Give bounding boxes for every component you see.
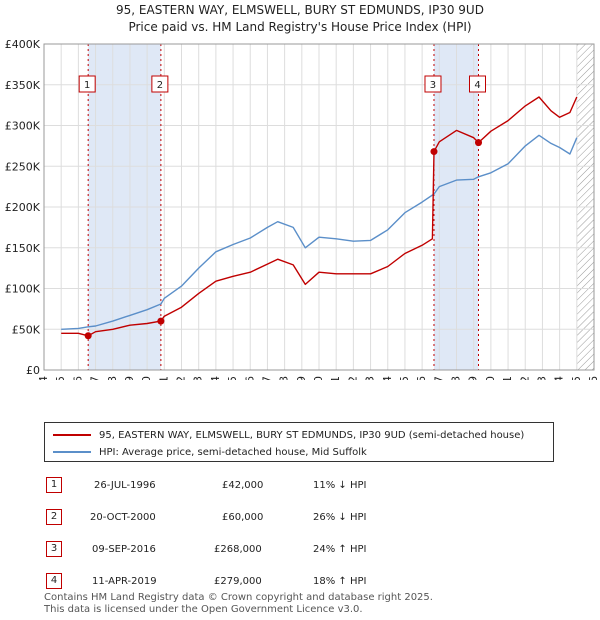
x-tick-label: 2008 (278, 376, 291, 380)
price-chart: 1 2 3 4 £0 £50K £100K £150K £200K £250K £300K £350K… (5, 38, 600, 380)
x-tick-label: 2006 (243, 376, 256, 380)
x-tick-label: 1998 (106, 376, 119, 380)
x-tick-label: 2019 (467, 376, 480, 380)
transaction-row: 3 09-SEP-2016 £268,000 24% ↑ HPI (0, 541, 600, 561)
hpi-line (61, 134, 578, 330)
sale-label-box (78, 75, 96, 93)
x-tick-label: 2003 (192, 376, 205, 380)
x-tick-label: 2024 (553, 376, 566, 380)
sale-label-box (151, 75, 169, 93)
chart-title-line1: 95, EASTERN WAY, ELMSWELL, BURY ST EDMUN… (116, 3, 484, 17)
x-tick-label: 2020 (484, 376, 497, 380)
legend-item-property: 95, EASTERN WAY, ELMSWELL, BURY ST EDMUN… (53, 427, 524, 443)
x-tick-label: 2014 (381, 376, 394, 380)
transaction-price: £279,000 (214, 576, 262, 587)
x-tick-label: 2025 (570, 376, 583, 380)
transaction-hpi-diff: 18% ↑ HPI (313, 576, 367, 587)
transaction-price: £60,000 (222, 512, 264, 523)
transaction-date: 20-OCT-2000 (90, 512, 156, 523)
footer-licence: This data is licensed under the Open Gov… (44, 604, 363, 615)
x-tick-label: 1999 (123, 376, 136, 380)
y-tick-label: £250K (5, 160, 41, 173)
transaction-number-badge: 4 (46, 573, 62, 589)
chart-title-line2: Price paid vs. HM Land Registry's House … (128, 20, 472, 34)
x-tick-label: 2023 (535, 376, 548, 380)
legend-item-hpi: HPI: Average price, semi-detached house,… (53, 444, 367, 460)
x-tick-label: 2021 (501, 376, 514, 380)
y-tick-label: £400K (5, 38, 41, 51)
transaction-price: £42,000 (222, 480, 264, 491)
property-line (61, 96, 578, 337)
x-tick-label: 2013 (364, 376, 377, 380)
y-tick-label: £300K (5, 120, 41, 133)
x-tick-label: 2017 (432, 376, 445, 380)
transaction-row: 4 11-APR-2019 £279,000 18% ↑ HPI (0, 573, 600, 593)
sale-label: 3 (430, 80, 436, 91)
legend: 95, EASTERN WAY, ELMSWELL, BURY ST EDMUN… (44, 422, 554, 462)
transaction-row: 1 26-JUL-1996 £42,000 11% ↓ HPI (0, 477, 600, 497)
sale-label: 4 (474, 80, 480, 91)
plot-border (43, 43, 595, 371)
y-tick-label: £200K (5, 201, 41, 214)
x-tick-label: 2009 (295, 376, 308, 380)
x-tick-label: 2007 (260, 376, 273, 380)
y-tick-label: £100K (5, 283, 41, 296)
x-tick-label: 2000 (140, 376, 153, 380)
sale-point (430, 148, 438, 156)
sale-label: 2 (157, 80, 163, 91)
x-tick-label: 1997 (89, 376, 102, 380)
transaction-date: 09-SEP-2016 (92, 544, 156, 555)
transaction-price: £268,000 (214, 544, 262, 555)
x-tick-label: 2016 (415, 376, 428, 380)
x-tick-label: 1996 (71, 376, 84, 380)
transaction-hpi-diff: 11% ↓ HPI (313, 480, 367, 491)
sale-label-box (469, 75, 486, 93)
transaction-date: 11-APR-2019 (92, 576, 157, 587)
transaction-hpi-diff: 24% ↑ HPI (313, 544, 367, 555)
x-tick-label: 1994 (37, 376, 50, 380)
transaction-hpi-diff: 26% ↓ HPI (313, 512, 367, 523)
y-tick-label: £0 (26, 364, 40, 377)
y-tick-label: £350K (5, 79, 41, 92)
transaction-number-badge: 3 (46, 541, 62, 557)
transaction-number-badge: 1 (46, 477, 62, 493)
x-tick-label: 2004 (209, 376, 222, 380)
x-tick-label: 2001 (157, 376, 170, 380)
x-tick-label: 2011 (329, 376, 342, 380)
x-tick-label: 2018 (450, 376, 463, 380)
x-tick-label: 2010 (312, 376, 325, 380)
y-tick-label: £150K (5, 242, 41, 255)
legend-label-property: 95, EASTERN WAY, ELMSWELL, BURY ST EDMUN… (99, 429, 525, 441)
y-tick-label: £50K (12, 323, 41, 336)
x-tick-label: 1995 (54, 376, 67, 380)
transaction-number-badge: 2 (46, 509, 62, 525)
legend-swatch-hpi (53, 451, 91, 453)
sale-label-box (424, 75, 442, 93)
footer-copyright: Contains HM Land Registry data © Crown c… (44, 592, 433, 603)
sale-point (475, 139, 482, 147)
sale-label: 1 (84, 80, 90, 91)
legend-label-hpi: HPI: Average price, semi-detached house,… (99, 446, 367, 458)
x-tick-label: 2026 (587, 376, 600, 380)
transaction-row: 2 20-OCT-2000 £60,000 26% ↓ HPI (0, 509, 600, 529)
x-tick-label: 2015 (398, 376, 411, 380)
transaction-date: 26-JUL-1996 (94, 480, 156, 491)
sale-point (157, 317, 165, 325)
x-tick-label: 2005 (226, 376, 239, 380)
x-tick-label: 2022 (518, 376, 531, 380)
legend-swatch-property (53, 434, 91, 436)
x-tick-label: 2002 (175, 376, 188, 380)
sale-point (84, 332, 92, 340)
x-tick-label: 2012 (346, 376, 359, 380)
